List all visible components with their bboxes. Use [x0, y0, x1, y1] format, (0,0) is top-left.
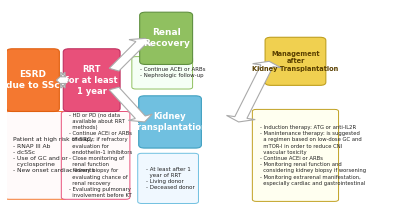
FancyBboxPatch shape	[140, 12, 192, 64]
Polygon shape	[226, 61, 281, 122]
Text: Renal
Recovery: Renal Recovery	[143, 28, 190, 48]
Polygon shape	[109, 38, 152, 71]
Text: - Induction therapy: ATG or anti-IL2R
- Manintenance therapy: is suggested
  a r: - Induction therapy: ATG or anti-IL2R - …	[260, 125, 366, 186]
FancyBboxPatch shape	[132, 57, 192, 89]
Text: - Continue ACEi or ARBs
- Nephrologic follow-up: - Continue ACEi or ARBs - Nephrologic fo…	[140, 67, 205, 78]
Text: Kidney
Transplantation: Kidney Transplantation	[132, 112, 208, 132]
FancyBboxPatch shape	[61, 111, 130, 199]
Text: - HD or PD (no data
  available about RRT
  methods)
- Continue ACEi or ARBs
  t: - HD or PD (no data available about RRT …	[69, 113, 132, 198]
FancyBboxPatch shape	[5, 111, 67, 199]
Polygon shape	[56, 72, 69, 88]
Text: - At least after 1
  year of RRT
- Living donor
- Deceased donor: - At least after 1 year of RRT - Living …	[146, 167, 194, 190]
FancyBboxPatch shape	[139, 96, 202, 148]
Text: Patient at high risk of SRC:
- RNAP III Ab
- dcSSc
- Use of GC and or
  cyclospo: Patient at high risk of SRC: - RNAP III …	[13, 137, 95, 173]
FancyBboxPatch shape	[252, 109, 338, 201]
FancyBboxPatch shape	[63, 49, 120, 111]
FancyBboxPatch shape	[265, 37, 326, 85]
FancyBboxPatch shape	[138, 153, 198, 203]
FancyBboxPatch shape	[6, 49, 59, 111]
Polygon shape	[109, 87, 152, 122]
Text: RRT
for at least
1 year: RRT for at least 1 year	[65, 65, 118, 96]
Text: Management
after
Kidney Transplantation: Management after Kidney Transplantation	[252, 51, 338, 72]
Text: ESRD
due to SSc: ESRD due to SSc	[6, 70, 60, 90]
